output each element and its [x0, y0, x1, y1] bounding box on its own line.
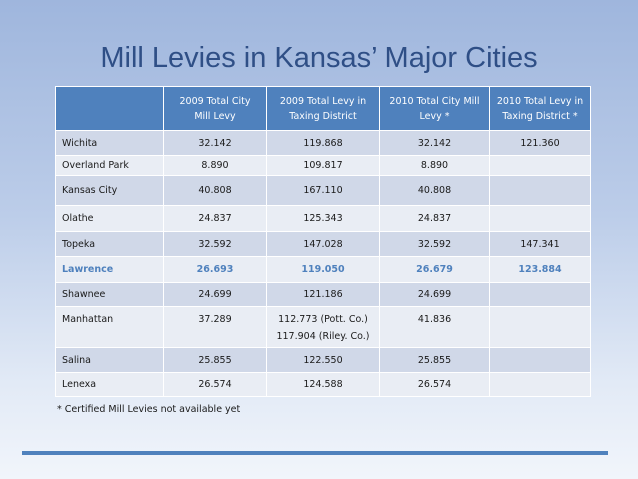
cell-2010-district	[489, 282, 591, 307]
cell-2010-district	[489, 372, 591, 397]
cell-2010-city: 32.142	[379, 130, 490, 156]
table-row: Lenexa 26.574 124.588 26.574	[55, 372, 591, 397]
city-cell: Overland Park	[55, 155, 164, 176]
footnote: * Certified Mill Levies not available ye…	[57, 404, 241, 415]
cell-2009-district: 147.028	[266, 231, 380, 257]
cell-2010-city: 40.808	[379, 175, 490, 206]
city-cell: Olathe	[55, 205, 164, 232]
city-cell: Kansas City	[55, 175, 164, 206]
city-cell: Salina	[55, 347, 164, 373]
cell-2009-district: 125.343	[266, 205, 380, 232]
cell-2009-city: 32.142	[163, 130, 267, 156]
table-row: Salina 25.855 122.550 25.855	[55, 347, 591, 373]
header-2009-city-levy: 2009 Total City Mill Levy	[163, 86, 267, 131]
cell-2010-city: 24.699	[379, 282, 490, 307]
cell-2010-district	[489, 175, 591, 206]
cell-2009-district-pott: 112.773 (Pott. Co.)	[278, 314, 368, 325]
cell-2009-district: 121.186	[266, 282, 380, 307]
cell-2010-city: 32.592	[379, 231, 490, 257]
cell-2010-district	[489, 155, 591, 176]
table-row: Shawnee 24.699 121.186 24.699	[55, 282, 591, 307]
cell-2010-city: 25.855	[379, 347, 490, 373]
header-2010-city-levy: 2010 Total City Mill Levy *	[379, 86, 490, 131]
cell-2009-city: 24.699	[163, 282, 267, 307]
city-cell: Lawrence	[55, 256, 164, 283]
bottom-rule	[22, 451, 608, 455]
table-row: Olathe 24.837 125.343 24.837	[55, 205, 591, 232]
cell-2009-district: 109.817	[266, 155, 380, 176]
mill-levy-table: 2009 Total City Mill Levy 2009 Total Lev…	[55, 86, 591, 397]
city-cell: Lenexa	[55, 372, 164, 397]
cell-2009-district-riley: 117.904 (Riley. Co.)	[276, 331, 370, 342]
cell-2009-district: 167.110	[266, 175, 380, 206]
cell-2010-city: 26.679	[379, 256, 490, 283]
cell-2009-city: 32.592	[163, 231, 267, 257]
cell-2009-city: 37.289	[163, 306, 267, 348]
table-row: Kansas City 40.808 167.110 40.808	[55, 175, 591, 206]
cell-2009-city: 25.855	[163, 347, 267, 373]
cell-2010-district: 121.360	[489, 130, 591, 156]
cell-2010-city: 24.837	[379, 205, 490, 232]
cell-2010-district	[489, 347, 591, 373]
cell-2009-district: 122.550	[266, 347, 380, 373]
cell-2009-city: 26.574	[163, 372, 267, 397]
cell-2009-district: 119.050	[266, 256, 380, 283]
table-row-highlighted: Lawrence 26.693 119.050 26.679 123.884	[55, 256, 591, 283]
city-cell: Topeka	[55, 231, 164, 257]
slide-title: Mill Levies in Kansas’ Major Cities	[100, 42, 538, 74]
city-cell: Wichita	[55, 130, 164, 156]
city-cell: Manhattan	[55, 306, 164, 348]
table-header-row: 2009 Total City Mill Levy 2009 Total Lev…	[55, 86, 591, 131]
cell-2009-city: 26.693	[163, 256, 267, 283]
table-row: Overland Park 8.890 109.817 8.890	[55, 155, 591, 176]
cell-2010-city: 8.890	[379, 155, 490, 176]
header-city	[55, 86, 164, 131]
table-row: Manhattan 37.289 112.773 (Pott. Co.) 117…	[55, 306, 591, 348]
cell-2010-district	[489, 205, 591, 232]
table-row: Wichita 32.142 119.868 32.142 121.360	[55, 130, 591, 156]
cell-2010-district	[489, 306, 591, 348]
cell-2010-city: 41.836	[379, 306, 490, 348]
cell-2009-district: 119.868	[266, 130, 380, 156]
cell-2009-district: 124.588	[266, 372, 380, 397]
cell-2009-city: 40.808	[163, 175, 267, 206]
cell-2009-district: 112.773 (Pott. Co.) 117.904 (Riley. Co.)	[266, 306, 380, 348]
city-cell: Shawnee	[55, 282, 164, 307]
cell-2009-city: 24.837	[163, 205, 267, 232]
cell-2010-city: 26.574	[379, 372, 490, 397]
cell-2010-district: 123.884	[489, 256, 591, 283]
header-2009-district-levy: 2009 Total Levy in Taxing District	[266, 86, 380, 131]
table-row: Topeka 32.592 147.028 32.592 147.341	[55, 231, 591, 257]
cell-2010-district: 147.341	[489, 231, 591, 257]
cell-2009-city: 8.890	[163, 155, 267, 176]
header-2010-district-levy: 2010 Total Levy in Taxing District *	[489, 86, 591, 131]
